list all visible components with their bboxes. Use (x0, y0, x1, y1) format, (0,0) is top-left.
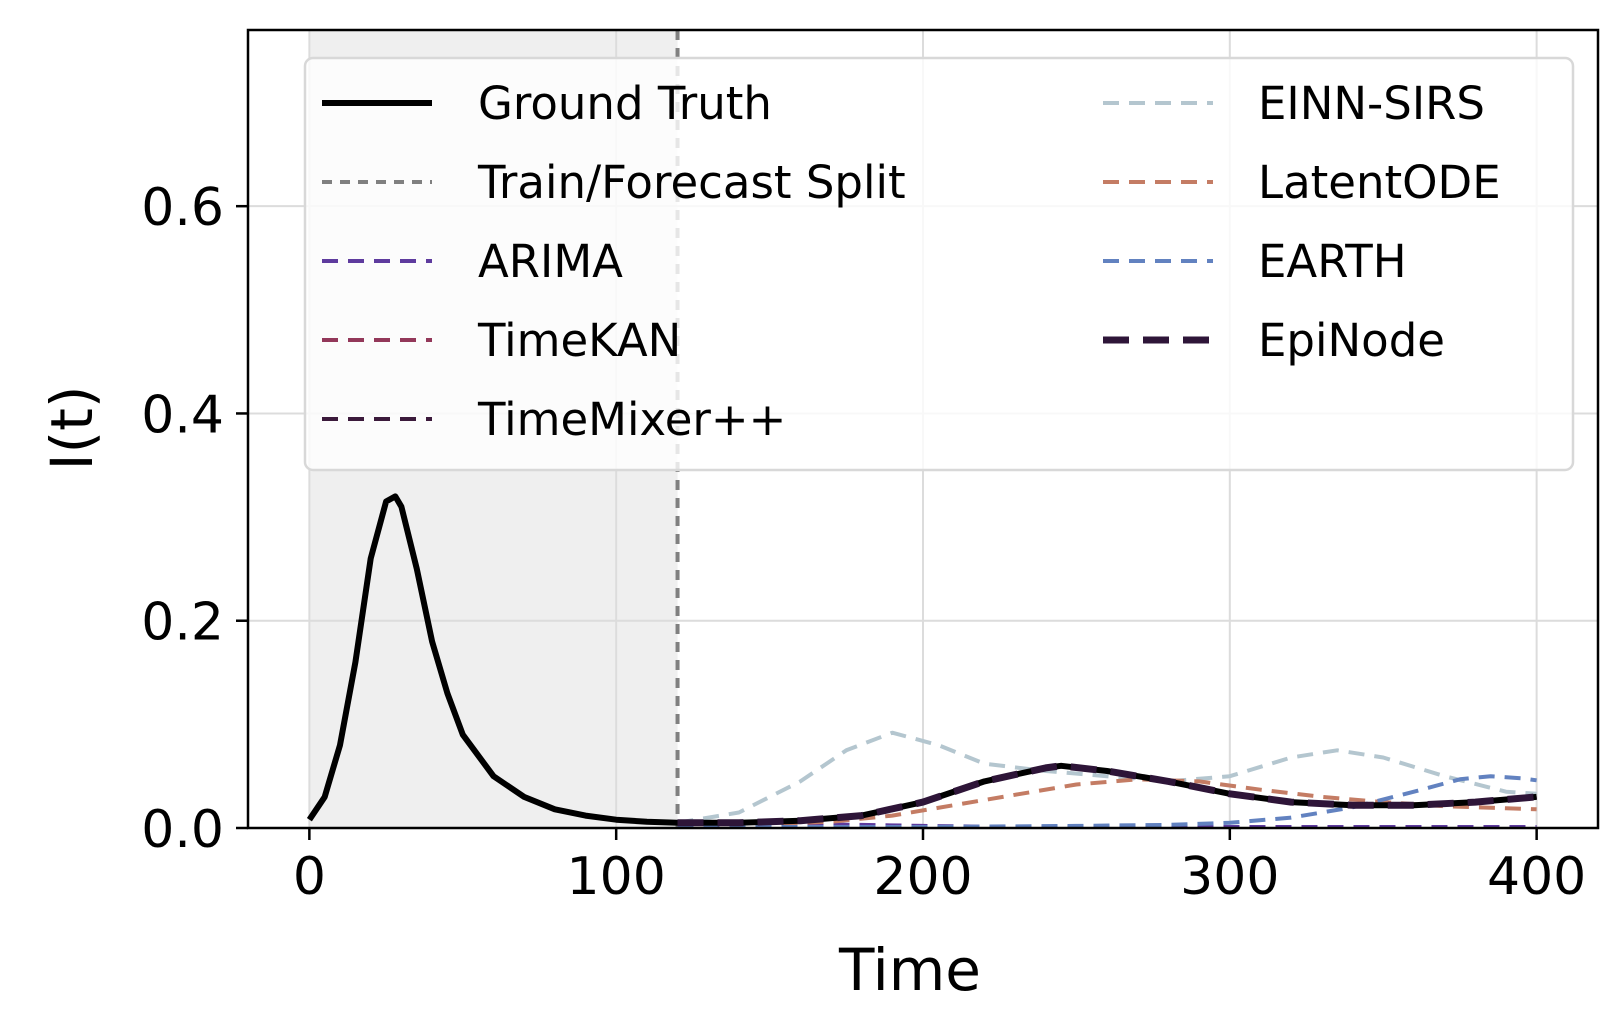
x-tick-label: 200 (873, 847, 972, 907)
legend-label: EpiNode (1258, 314, 1445, 367)
x-tick-label: 300 (1180, 847, 1279, 907)
x-tick-label: 400 (1487, 847, 1586, 907)
legend-label: EINN-SIRS (1258, 77, 1485, 130)
legend-label: TimeMixer++ (477, 393, 786, 446)
y-tick-label: 0.4 (141, 385, 224, 445)
series-line (677, 774, 1537, 829)
x-tick-label: 100 (567, 847, 666, 907)
legend-label: Ground Truth (478, 77, 772, 130)
legend-label: TimeKAN (477, 314, 681, 367)
y-tick-label: 0.0 (141, 800, 224, 860)
legend-label: ARIMA (478, 235, 623, 288)
legend-label: Train/Forecast Split (477, 156, 906, 209)
axis-ticks: 0 100 200 300 400 0.0 0.2 0.4 0.6 (141, 178, 1586, 907)
legend-label: EARTH (1258, 235, 1407, 288)
y-axis-title: I(t) (38, 385, 106, 470)
series-line (677, 762, 1537, 827)
x-tick-label: 0 (293, 847, 326, 907)
series-line (677, 730, 1537, 825)
legend: Ground Truth Train/Forecast Split ARIMA Tim… (303, 56, 1575, 472)
legend-label: LatentODE (1258, 156, 1501, 209)
legend-box (303, 56, 1575, 472)
y-tick-label: 0.6 (141, 178, 224, 238)
x-axis-title: Time (838, 936, 981, 1004)
y-tick-label: 0.2 (141, 593, 224, 653)
